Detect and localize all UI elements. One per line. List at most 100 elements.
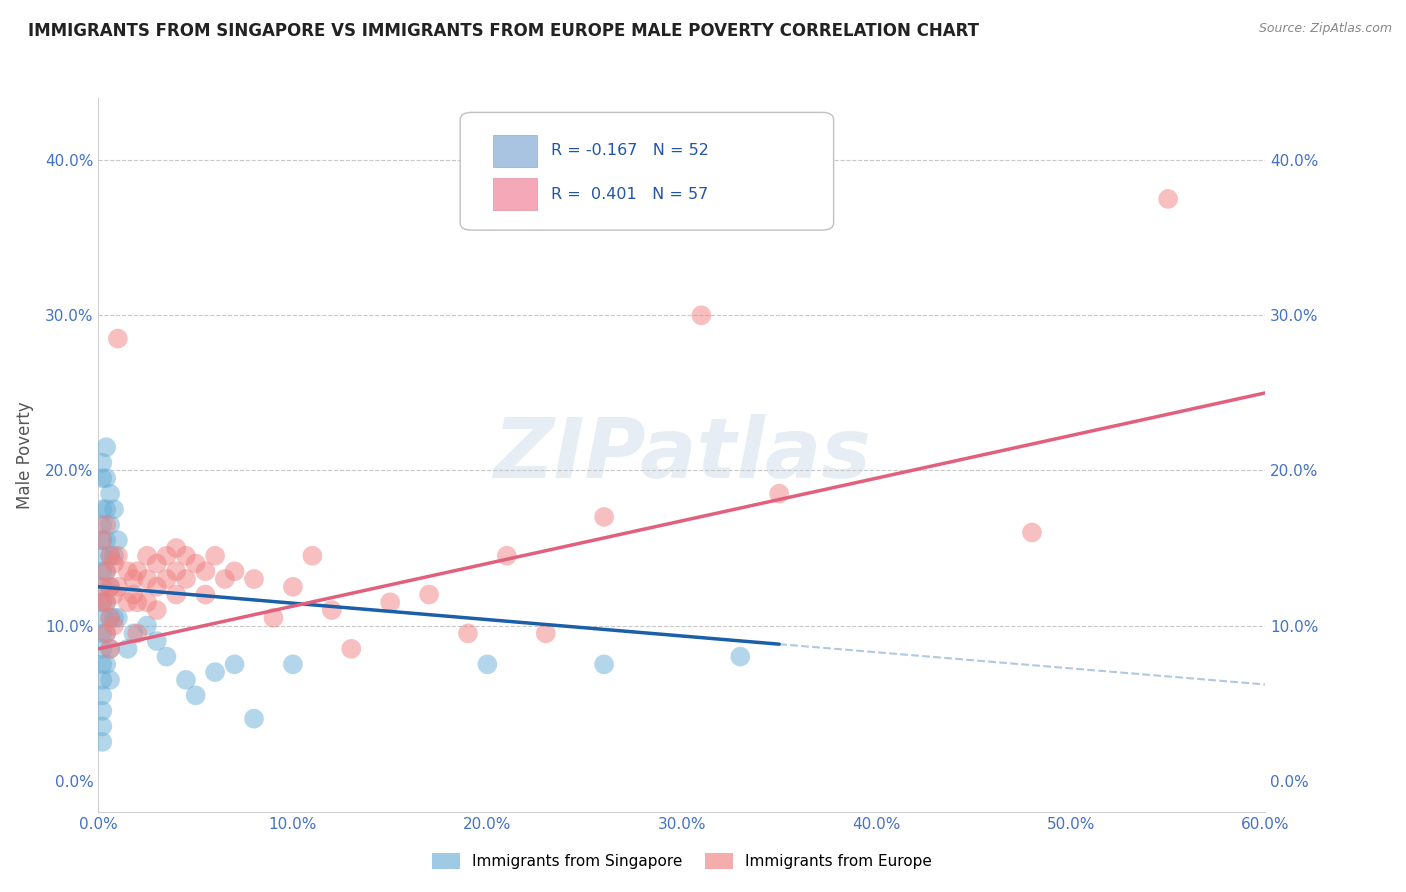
Point [281, 580, 304, 594]
Point [690, 308, 713, 322]
Point [477, 657, 499, 672]
Point [96, 657, 118, 672]
Point [146, 634, 169, 648]
Point [96, 440, 118, 454]
Point [96, 626, 118, 640]
Point [321, 603, 343, 617]
Point [122, 572, 145, 586]
Point [91, 517, 114, 532]
Point [146, 603, 169, 617]
Point [91, 564, 114, 578]
Text: R =  0.401   N = 57: R = 0.401 N = 57 [551, 186, 709, 202]
Point [1021, 525, 1043, 540]
FancyBboxPatch shape [460, 112, 834, 230]
Point [103, 549, 125, 563]
Point [96, 595, 118, 609]
Point [98, 580, 121, 594]
Point [107, 549, 129, 563]
Point [204, 549, 226, 563]
Point [98, 517, 121, 532]
Point [174, 572, 197, 586]
Point [91, 471, 114, 485]
Point [91, 704, 114, 718]
FancyBboxPatch shape [494, 135, 537, 167]
Point [495, 549, 517, 563]
Point [98, 549, 121, 563]
Point [155, 649, 177, 664]
Point [98, 611, 121, 625]
Point [91, 719, 114, 733]
Point [98, 673, 121, 687]
Point [91, 689, 114, 703]
Point [127, 626, 149, 640]
Point [224, 657, 246, 672]
Point [96, 564, 118, 578]
Point [165, 588, 187, 602]
Point [136, 572, 159, 586]
Point [165, 541, 187, 555]
Point [91, 626, 114, 640]
Point [457, 626, 479, 640]
Point [96, 517, 118, 532]
Point [117, 641, 139, 656]
Point [91, 595, 114, 609]
Point [98, 486, 121, 500]
Point [103, 618, 125, 632]
Point [174, 549, 197, 563]
Point [103, 502, 125, 516]
Point [91, 641, 114, 656]
Text: IMMIGRANTS FROM SINGAPORE VS IMMIGRANTS FROM EUROPE MALE POVERTY CORRELATION CHA: IMMIGRANTS FROM SINGAPORE VS IMMIGRANTS … [28, 22, 979, 40]
Point [103, 611, 125, 625]
FancyBboxPatch shape [494, 178, 537, 211]
Point [98, 549, 121, 563]
Point [204, 665, 226, 679]
Point [96, 471, 118, 485]
Point [281, 657, 304, 672]
Point [91, 735, 114, 749]
Point [127, 595, 149, 609]
Point [174, 673, 197, 687]
Point [98, 641, 121, 656]
Point [301, 549, 323, 563]
Point [730, 649, 752, 664]
Point [117, 564, 139, 578]
Point [98, 641, 121, 656]
Point [122, 626, 145, 640]
Point [194, 588, 217, 602]
Point [103, 588, 125, 602]
Point [98, 580, 121, 594]
Point [340, 641, 363, 656]
Point [107, 580, 129, 594]
Point [262, 611, 284, 625]
Point [91, 533, 114, 548]
Text: ZIPatlas: ZIPatlas [494, 415, 870, 495]
Point [194, 564, 217, 578]
Point [418, 588, 440, 602]
Point [155, 549, 177, 563]
Point [593, 510, 616, 524]
Point [96, 595, 118, 609]
Point [593, 657, 616, 672]
Point [96, 502, 118, 516]
Point [378, 595, 402, 609]
Point [107, 533, 129, 548]
Point [243, 572, 266, 586]
Point [96, 626, 118, 640]
Point [117, 595, 139, 609]
Point [91, 549, 114, 563]
Point [224, 564, 246, 578]
Point [146, 580, 169, 594]
Point [1157, 192, 1180, 206]
Point [107, 332, 129, 346]
Text: Source: ZipAtlas.com: Source: ZipAtlas.com [1258, 22, 1392, 36]
Point [155, 572, 177, 586]
Point [91, 502, 114, 516]
Point [214, 572, 236, 586]
Point [91, 580, 114, 594]
Point [91, 673, 114, 687]
Point [243, 712, 266, 726]
Point [103, 557, 125, 571]
Point [184, 689, 207, 703]
Point [165, 564, 187, 578]
Point [91, 657, 114, 672]
